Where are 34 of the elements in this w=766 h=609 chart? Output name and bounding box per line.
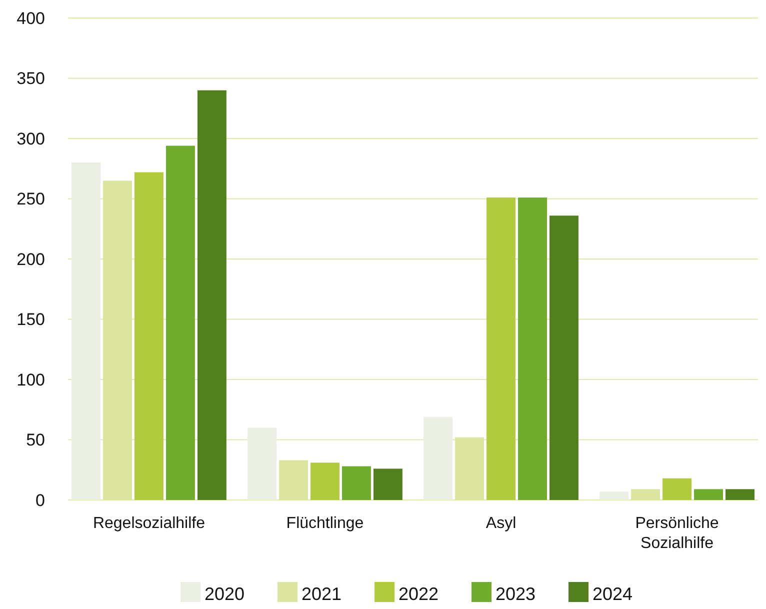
bar (518, 198, 547, 500)
x-tick-label: Asyl (486, 515, 516, 532)
bar (166, 146, 195, 500)
x-tick-label: Persönliche Sozialhilfe (635, 515, 719, 552)
y-tick-label: 400 (16, 8, 45, 28)
y-tick-label: 250 (16, 190, 45, 209)
bar (726, 489, 754, 500)
y-tick-label: 300 (16, 129, 45, 148)
y-tick-label: 200 (16, 250, 45, 269)
bar (134, 172, 164, 500)
legend-label: 2020 (204, 584, 245, 604)
bar (72, 162, 100, 500)
bar (248, 428, 277, 500)
legend-label: 2022 (398, 584, 439, 604)
bar (662, 478, 692, 500)
bar (342, 466, 371, 500)
y-tick-label: 0 (36, 490, 45, 510)
bar (373, 468, 402, 500)
y-tick-label: 350 (16, 69, 45, 88)
bar (600, 492, 629, 500)
bar (197, 90, 226, 500)
legend-label: 2021 (302, 584, 342, 604)
bar (424, 416, 453, 500)
bar (310, 462, 340, 500)
x-tick-label: Flüchtlinge (286, 515, 364, 532)
x-tick-label: Regelsozialhilfe (92, 515, 206, 532)
bar (694, 489, 723, 500)
legend-label: 2023 (496, 584, 536, 604)
y-tick-label: 50 (26, 430, 45, 450)
legend-label: 2024 (592, 584, 633, 604)
bar (486, 198, 516, 500)
bar (549, 216, 578, 500)
y-tick-label: 100 (16, 370, 45, 390)
y-tick-label: 150 (16, 310, 45, 330)
